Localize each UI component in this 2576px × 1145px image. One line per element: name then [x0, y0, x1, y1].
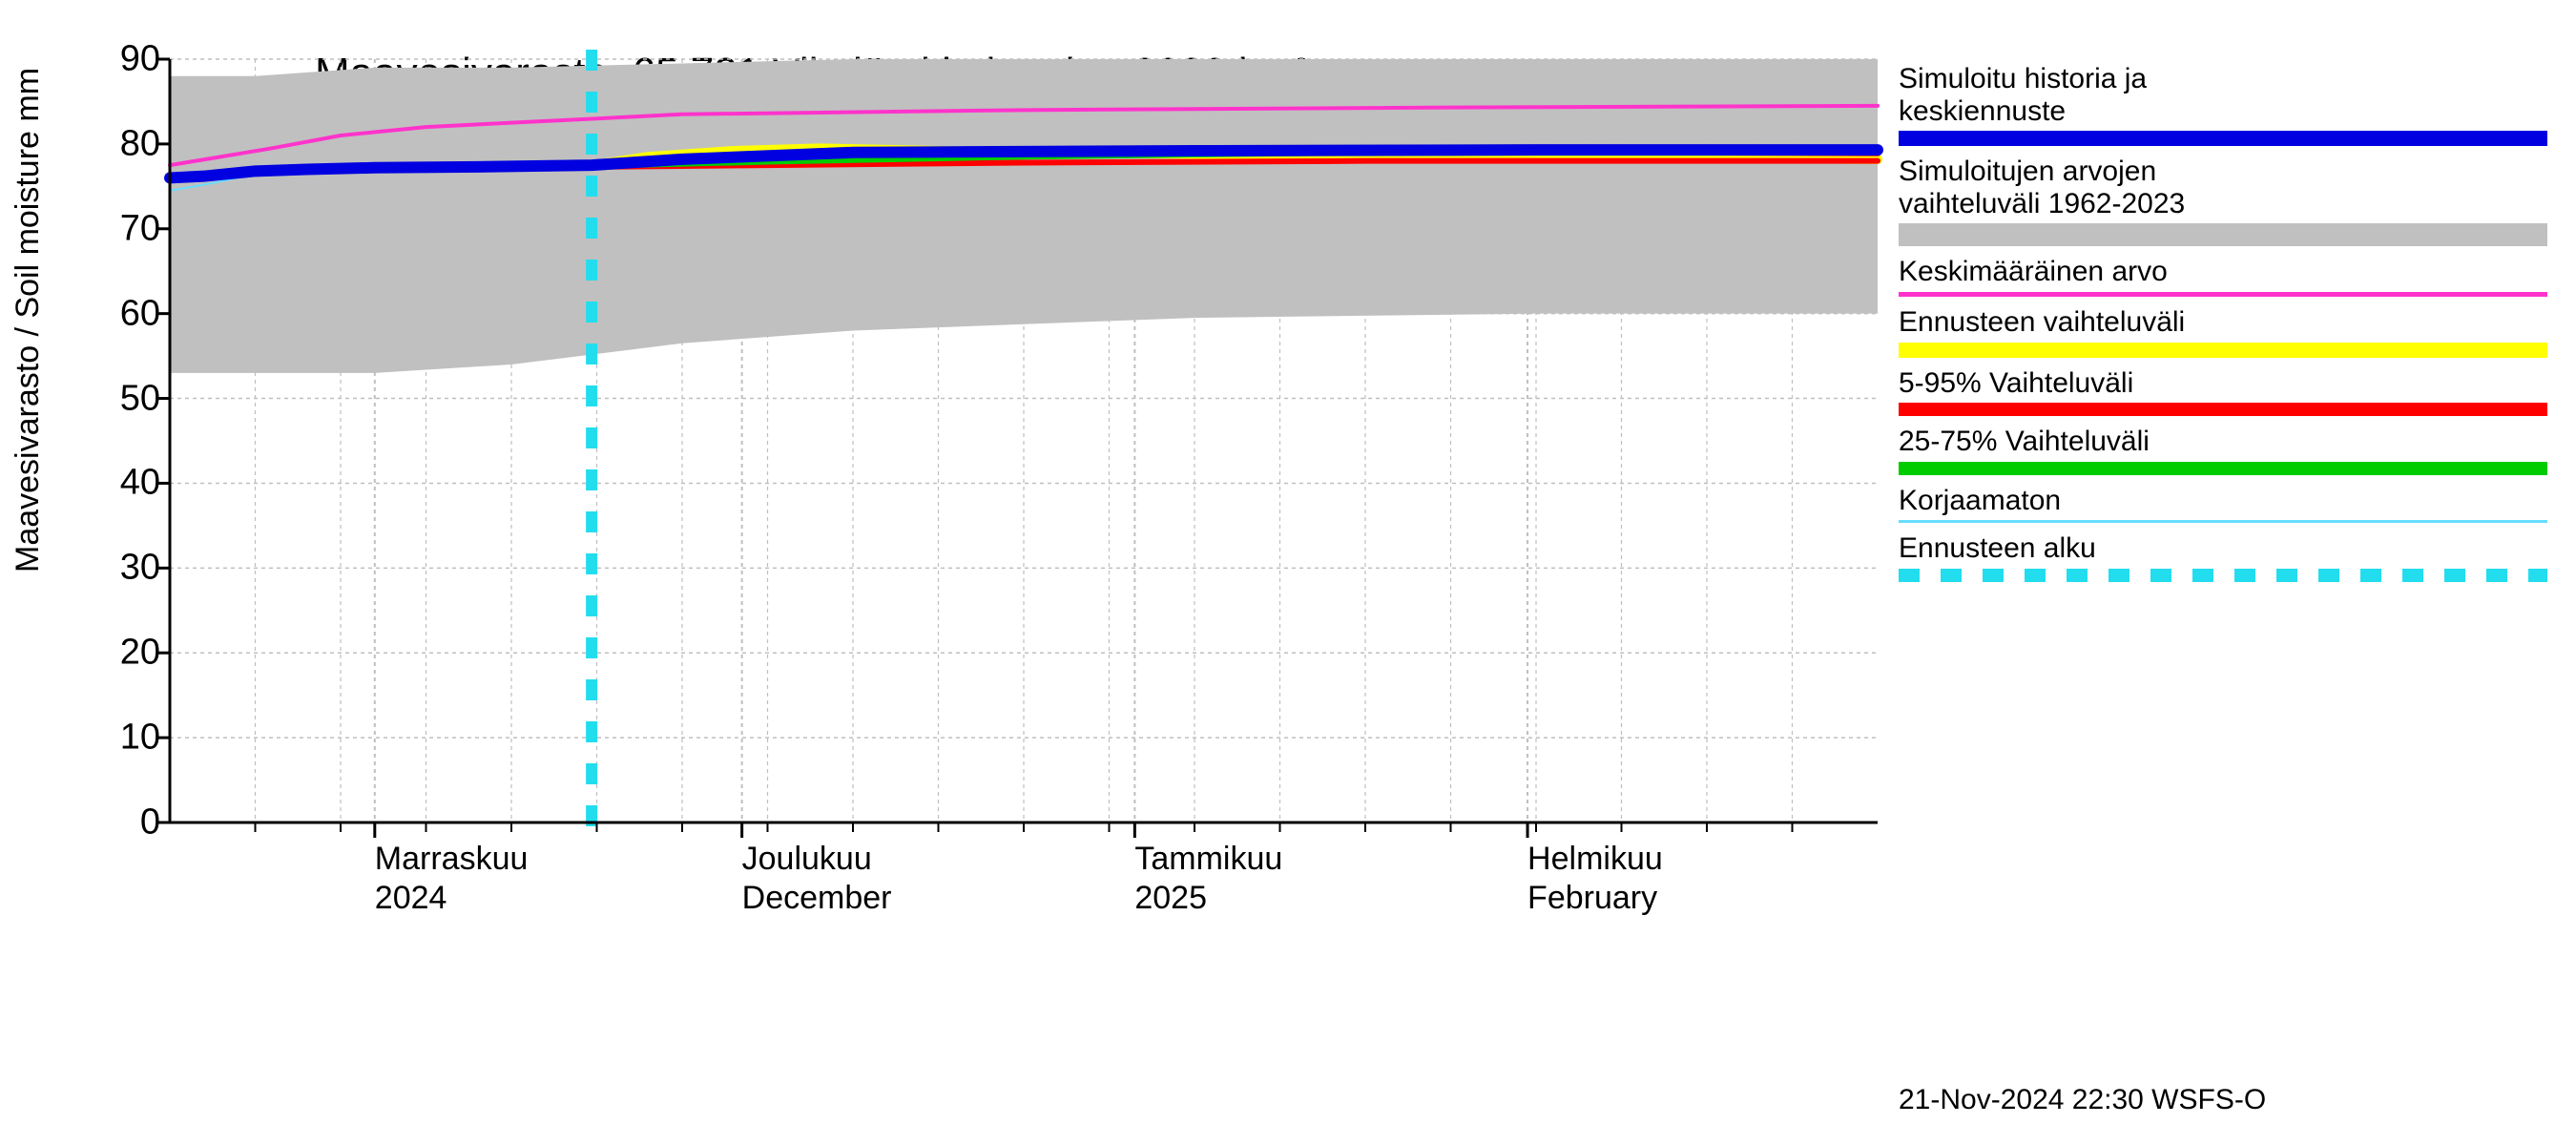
legend-swatch: [1899, 223, 2547, 246]
y-tick-label: 20: [103, 633, 160, 674]
legend-swatch: [1899, 131, 2547, 146]
legend-label: 5-95% Vaihteluväli: [1899, 367, 2557, 400]
y-tick-label: 90: [103, 39, 160, 80]
y-tick-label: 80: [103, 123, 160, 164]
legend-item: 25-75% Vaihteluväli: [1899, 426, 2557, 475]
legend-item: Korjaamaton: [1899, 485, 2557, 524]
legend-label: Korjaamaton: [1899, 485, 2557, 517]
timestamp: 21-Nov-2024 22:30 WSFS-O: [1899, 1084, 2266, 1116]
legend-label: Ennusteen alku: [1899, 532, 2557, 565]
legend-label: Keskimääräinen arvo: [1899, 256, 2557, 288]
y-tick-label: 40: [103, 463, 160, 504]
legend-label: 25-75% Vaihteluväli: [1899, 426, 2557, 458]
legend-label: Ennusteen vaihteluväli: [1899, 306, 2557, 339]
legend-swatch: [1899, 292, 2547, 297]
legend-item: Ennusteen alku: [1899, 532, 2557, 582]
y-tick-label: 50: [103, 378, 160, 419]
legend-swatch: [1899, 403, 2547, 416]
chart-container: Maavesivarasto / Soil moisture mm Maaves…: [0, 0, 2576, 1145]
legend: Simuloitu historia ja keskiennuste Simulo…: [1899, 63, 2557, 592]
legend-item: Ennusteen vaihteluväli: [1899, 306, 2557, 358]
legend-swatch: [1899, 462, 2547, 475]
y-tick-label: 0: [103, 802, 160, 843]
legend-item: Keskimääräinen arvo: [1899, 256, 2557, 297]
x-tick-label: Tammikuu2025: [1134, 840, 1282, 918]
y-tick-label: 10: [103, 718, 160, 759]
legend-label: Simuloitujen arvojen vaihteluväli 1962-2…: [1899, 156, 2557, 219]
legend-item: Simuloitu historia ja keskiennuste: [1899, 63, 2557, 146]
legend-item: Simuloitujen arvojen vaihteluväli 1962-2…: [1899, 156, 2557, 246]
x-tick-label: JoulukuuDecember: [742, 840, 892, 918]
legend-swatch: [1899, 343, 2547, 358]
y-axis-label: Maavesivarasto / Soil moisture mm: [10, 68, 47, 572]
plot-area: [170, 59, 1878, 822]
legend-label: Simuloitu historia ja keskiennuste: [1899, 63, 2557, 127]
legend-swatch: [1899, 520, 2547, 523]
y-tick-label: 70: [103, 208, 160, 249]
y-tick-label: 60: [103, 293, 160, 334]
y-tick-label: 30: [103, 548, 160, 589]
legend-item: 5-95% Vaihteluväli: [1899, 367, 2557, 417]
x-tick-label: Marraskuu2024: [375, 840, 529, 918]
plot-svg: [170, 59, 1878, 822]
x-tick-label: HelmikuuFebruary: [1527, 840, 1663, 918]
legend-swatch: [1899, 569, 2547, 582]
